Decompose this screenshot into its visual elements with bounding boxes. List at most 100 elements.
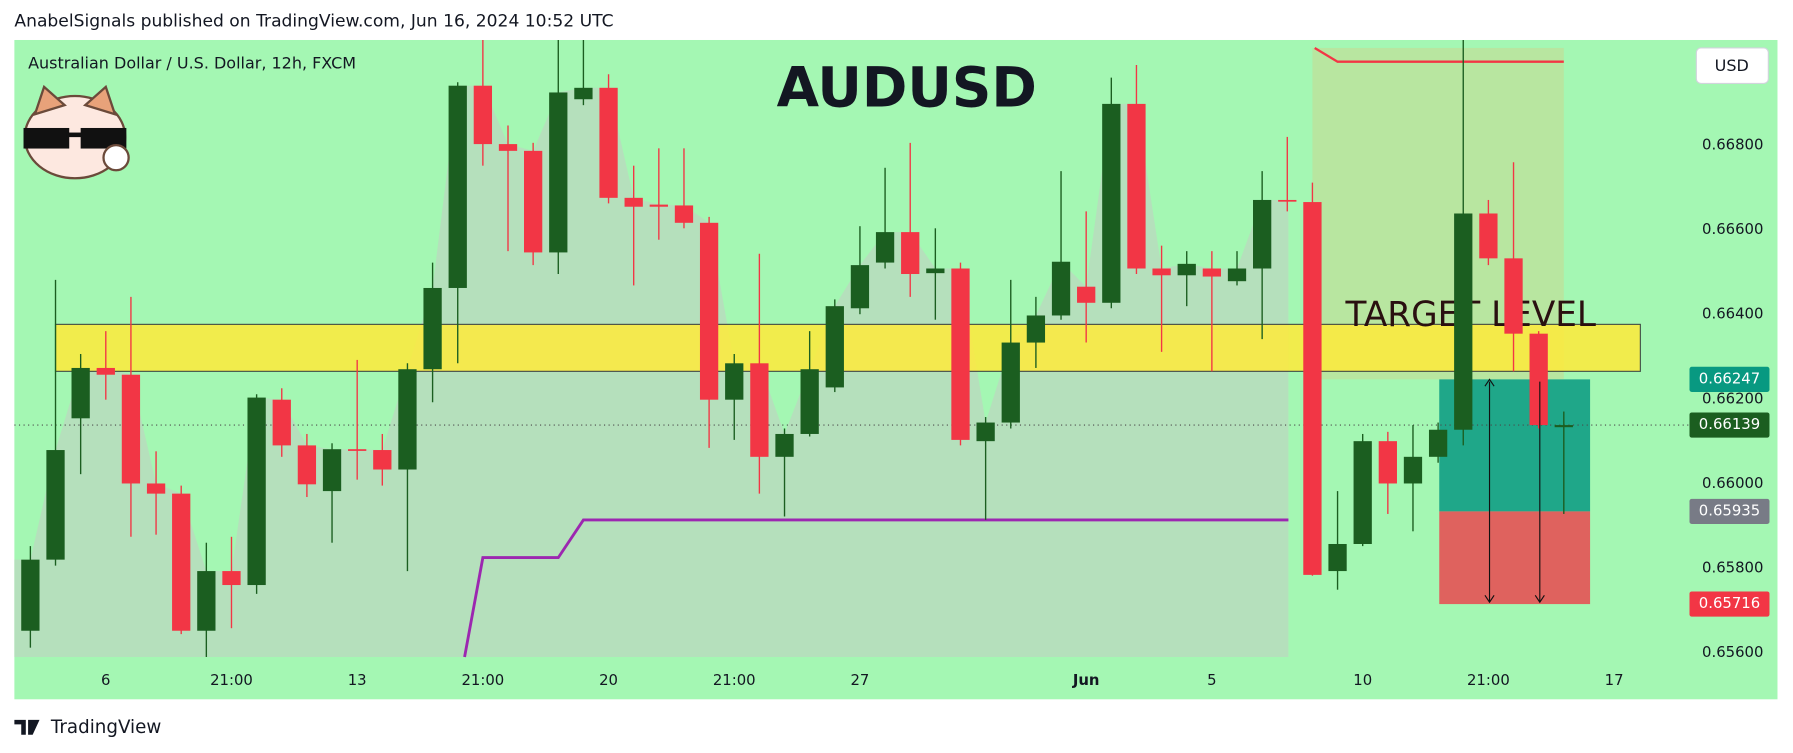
cat-avatar: [23, 84, 130, 180]
price-badge: [1689, 412, 1770, 438]
candle-body: [322, 449, 342, 492]
candle-body: [875, 232, 895, 263]
candle-body: [649, 204, 668, 207]
candle-body: [1051, 261, 1071, 316]
candle-body: [976, 422, 995, 442]
candle-body: [1026, 315, 1046, 343]
candle-body: [674, 205, 694, 223]
x-tick-label: 21:00: [461, 671, 504, 689]
candle-body: [901, 232, 920, 275]
candle-body: [775, 433, 794, 457]
candle-body: [1428, 429, 1448, 457]
candle-body: [1554, 425, 1573, 428]
price-badge: [1689, 366, 1770, 392]
candle-body: [1353, 441, 1372, 544]
candle-body: [21, 559, 40, 631]
candle-body: [423, 287, 442, 370]
candle-body: [850, 265, 870, 309]
currency-button[interactable]: USD: [1695, 47, 1769, 84]
x-tick-label: 21:00: [713, 671, 756, 689]
candle-body: [523, 150, 543, 253]
candle-body: [1328, 543, 1347, 572]
candle-body: [800, 369, 819, 434]
overlays: 0.65600 0.65800 0.66000 0.66200 0.66400 0.666…: [101, 135, 1770, 689]
x-tick-label: 27: [850, 671, 869, 689]
candle-body: [498, 144, 518, 151]
candle-body: [1454, 213, 1473, 430]
candle-body: [448, 85, 467, 288]
candle-body: [549, 92, 568, 253]
support-line: [463, 518, 1289, 658]
footer-brand: TradingView: [50, 717, 161, 738]
loss-zone: [1439, 511, 1591, 605]
footer-logo: TradingView: [14, 717, 161, 738]
x-tick-label: 10: [1353, 671, 1372, 689]
x-tick-label: 6: [101, 671, 110, 689]
y-tick-label: 0.66000: [1702, 474, 1763, 492]
candle-body: [398, 369, 417, 470]
candle-body: [272, 399, 291, 446]
header-text: AnabelSignals published on TradingView.c…: [14, 12, 613, 32]
currency-label[interactable]: USD: [1715, 56, 1749, 75]
candle-body: [121, 374, 141, 484]
x-tick-label: 20: [599, 671, 618, 689]
candle-body: [348, 449, 367, 451]
chart-title: AUDUSD: [777, 56, 1037, 120]
y-tick-label: 0.66200: [1702, 389, 1763, 407]
candle-body: [1202, 268, 1222, 277]
candle-body: [1529, 333, 1548, 426]
drawings: TARGET LEVEL: [14, 47, 1690, 658]
price-badge-label: 0.66139: [1699, 415, 1760, 433]
x-tick-label: Jun: [1072, 671, 1100, 689]
red-line: [1314, 47, 1564, 63]
price-badge-label: 0.66247: [1699, 369, 1760, 387]
candle-body: [1001, 342, 1020, 423]
candle-body: [172, 493, 191, 631]
candle-body: [951, 268, 970, 440]
price-badge-label: 0.65935: [1699, 501, 1760, 519]
candle-body: [1479, 213, 1498, 259]
candle-body: [297, 445, 317, 485]
candle-body: [96, 367, 115, 375]
y-tick-label: 0.66600: [1702, 220, 1763, 238]
candle-body: [1253, 199, 1272, 269]
candle-body: [1127, 103, 1146, 269]
candle-body: [1278, 199, 1297, 202]
y-tick-label: 0.65800: [1702, 559, 1763, 577]
x-tick-label: 17: [1605, 671, 1624, 689]
candle-body: [473, 85, 493, 145]
y-tick-label: 0.66800: [1702, 135, 1763, 153]
candle-body: [197, 571, 216, 631]
candle-body: [750, 363, 769, 457]
candle-body: [825, 306, 844, 388]
x-tick-label: 21:00: [1467, 671, 1510, 689]
x-tick-label: 21:00: [210, 671, 253, 689]
candle-body: [699, 222, 719, 400]
x-tick-label: 13: [348, 671, 367, 689]
symbol-label: Australian Dollar / U.S. Dollar, 12h, FX…: [28, 53, 356, 72]
price-badge: [1689, 591, 1770, 617]
price-badge: [1689, 498, 1770, 524]
candle-body: [1177, 263, 1196, 276]
candle-body: [1152, 268, 1171, 276]
candle-body: [926, 268, 945, 274]
candle-body: [725, 363, 744, 400]
y-tick-label: 0.65600: [1702, 643, 1763, 661]
candle-body: [624, 197, 643, 207]
candle-body: [373, 450, 392, 470]
candle-body: [46, 450, 65, 560]
candle-body: [146, 483, 166, 494]
candle-body: [1102, 103, 1121, 303]
candle-body: [1378, 441, 1397, 484]
candle-body: [71, 367, 90, 419]
candle-body: [1077, 286, 1096, 303]
candle-body: [247, 397, 266, 586]
arrow-heads: [1484, 378, 1545, 604]
candle-body: [1303, 202, 1322, 575]
candle-body: [574, 87, 593, 100]
candles: [21, 39, 1573, 657]
candle-body: [599, 87, 618, 198]
candle-body: [1504, 258, 1523, 334]
candle-body: [1227, 268, 1247, 282]
